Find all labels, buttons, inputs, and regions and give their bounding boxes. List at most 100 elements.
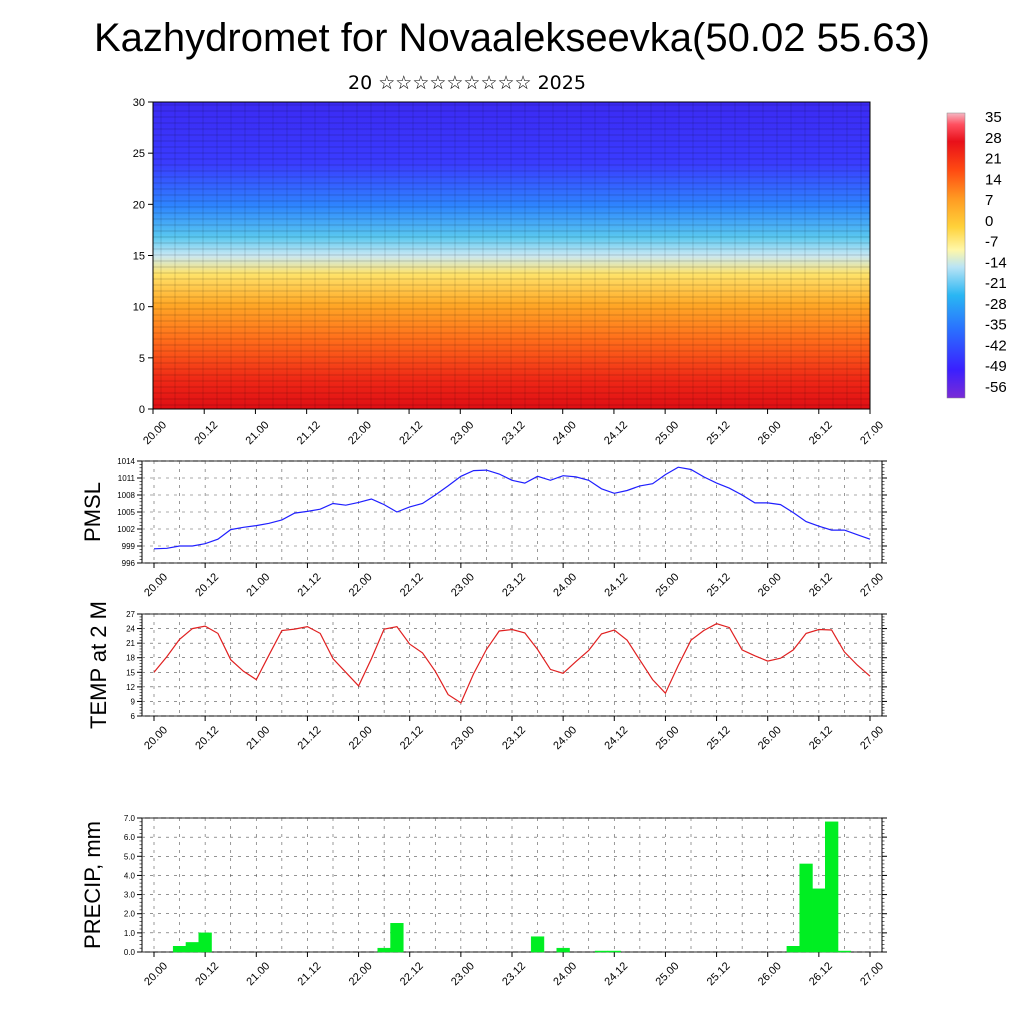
pmsl-panel: 1014 1011 1008 1005 1002 999 996 20.00 20.12 21.0… (80, 457, 887, 599)
precip-bar (198, 932, 212, 953)
precip-bar (172, 946, 187, 953)
x-tick-label: 23.00 (449, 960, 477, 988)
y-axis-label: PMSL (80, 482, 105, 542)
precip-bar (837, 950, 852, 953)
x-tick-label: 23.00 (448, 419, 476, 447)
y-tick-label: 1014 (117, 457, 135, 466)
series-line (153, 623, 871, 704)
y-tick-label: 996 (122, 559, 136, 568)
x-tick-label: 23.00 (449, 724, 477, 752)
x-tick-label: 25.12 (705, 571, 733, 599)
colorbar-label: 28 (985, 130, 1002, 147)
y-tick-label: 24 (126, 625, 135, 634)
x-tick-label: 24.00 (551, 571, 579, 599)
colorbar-label: -28 (985, 296, 1007, 313)
temp-panel: 27 24 21 18 15 12 9 6 20.00 20.12 21.00 21.12 22.00 2… (86, 601, 887, 752)
x-tick-label: 20.00 (142, 724, 170, 752)
x-tick-label: 25.12 (705, 960, 733, 988)
y-tick-label: 10 (133, 302, 145, 314)
x-tick-label: 23.00 (449, 571, 477, 599)
y-tick-label: 6 (131, 712, 136, 721)
x-tick-label: 22.00 (347, 571, 375, 599)
colorbar-label: 7 (985, 192, 993, 209)
colorbar-label: -14 (985, 254, 1007, 271)
x-tick-label: 26.12 (807, 571, 835, 599)
x-tick-label: 27.00 (858, 960, 886, 988)
y-tick-label: 21 (126, 639, 135, 648)
x-tick-label: 27.00 (858, 724, 886, 752)
series-line (153, 466, 871, 550)
x-tick-label: 20.00 (142, 571, 170, 599)
y-tick-label: 30 (133, 97, 145, 109)
x-tick-label: 26.12 (807, 960, 835, 988)
y-tick-label: 1005 (117, 508, 135, 517)
y-tick-label: 7.0 (124, 814, 136, 823)
x-tick-label: 22.00 (347, 724, 375, 752)
x-tick-label: 21.00 (244, 571, 272, 599)
chart-subtitle: 20 ☆☆☆☆☆☆☆☆☆ 2025 (348, 72, 586, 94)
x-tick-label: 27.00 (858, 419, 886, 447)
x-tick-label: 26.00 (756, 724, 784, 752)
colorbar-label: -49 (985, 358, 1007, 375)
y-tick-label: 6.0 (124, 833, 136, 842)
chart-title: Kazhydromet for Novaalekseevka(50.02 55.… (93, 16, 930, 60)
precip-bar (786, 946, 800, 953)
x-tick-label: 24.00 (551, 960, 579, 988)
y-tick-label: 5.0 (124, 852, 136, 861)
x-tick-label: 21.00 (244, 960, 272, 988)
x-tick-label: 24.00 (551, 419, 579, 447)
precip-bar (812, 888, 826, 953)
precip-bar (594, 950, 609, 953)
x-tick-label: 21.12 (296, 724, 324, 752)
x-tick-label: 27.00 (858, 571, 886, 599)
x-tick-label: 25.00 (654, 571, 682, 599)
y-tick-label: 4.0 (124, 871, 136, 880)
precip-bar (377, 947, 391, 953)
x-tick-label: 24.00 (551, 724, 579, 752)
x-tick-label: 22.12 (398, 724, 426, 752)
y-tick-label: 3.0 (124, 891, 136, 900)
y-tick-label: 0 (139, 404, 145, 416)
y-tick-label: 1002 (117, 525, 135, 534)
colorbar-label: 35 (985, 109, 1002, 126)
y-tick-label: 999 (122, 542, 136, 551)
x-tick-label: 25.00 (653, 419, 681, 447)
colorbar-label: 0 (985, 213, 993, 230)
y-tick-label: 18 (126, 654, 135, 663)
x-tick-label: 24.12 (602, 419, 630, 447)
colorbar-label: -56 (985, 379, 1007, 396)
x-tick-label: 25.12 (705, 724, 733, 752)
x-tick-label: 25.12 (705, 419, 733, 447)
x-tick-label: 22.12 (398, 571, 426, 599)
precip-panel: 7.0 6.0 5.0 4.0 3.0 2.0 1.0 0.0 20.00 20.12 21.00 2… (80, 814, 887, 988)
y-tick-label: 2.0 (124, 910, 136, 919)
x-tick-label: 24.12 (602, 571, 630, 599)
y-tick-label: 1011 (118, 474, 136, 483)
cross-section-panel (152, 101, 871, 410)
x-tick-label: 26.00 (756, 571, 784, 599)
x-tick-label: 21.00 (244, 724, 272, 752)
x-tick-label: 23.12 (500, 960, 528, 988)
x-tick-label: 22.00 (346, 419, 374, 447)
y-tick-label: 15 (133, 251, 145, 263)
colorbar-label: -42 (985, 337, 1007, 354)
y-tick-label: 27 (126, 610, 135, 619)
precip-bar (607, 950, 621, 953)
colorbar-label: -35 (985, 317, 1007, 334)
y-tick-label: 0.0 (124, 948, 136, 957)
colorbar-label: -21 (985, 275, 1007, 292)
x-tick-label: 24.12 (602, 724, 630, 752)
y-tick-label: 25 (133, 148, 145, 160)
y-axis-label: TEMP at 2 M (86, 601, 111, 729)
precip-bar (799, 863, 813, 953)
precip-bar (530, 936, 545, 953)
x-tick-label: 21.12 (296, 960, 324, 988)
y-tick-label: 12 (126, 683, 135, 692)
x-tick-label: 21.00 (244, 419, 272, 447)
y-tick-label: 15 (126, 668, 135, 677)
x-tick-label: 26.00 (756, 960, 784, 988)
y-tick-label: 20 (133, 199, 145, 211)
colorbar-label: -7 (985, 234, 998, 251)
y-tick-label: 1.0 (124, 929, 136, 938)
x-tick-label: 25.00 (654, 960, 682, 988)
